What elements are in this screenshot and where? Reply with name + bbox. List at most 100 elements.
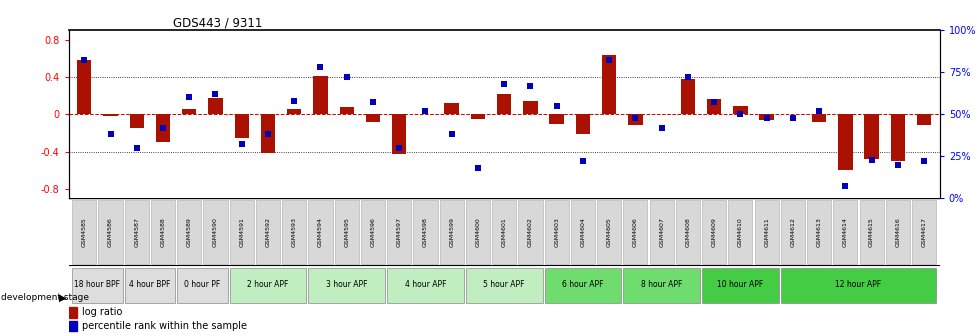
FancyBboxPatch shape <box>386 200 411 264</box>
Bar <box>522 101 537 114</box>
Point <box>103 132 118 137</box>
Bar <box>733 106 747 114</box>
FancyBboxPatch shape <box>203 200 227 264</box>
Text: GSM4605: GSM4605 <box>606 217 611 247</box>
Text: GDS443 / 9311: GDS443 / 9311 <box>173 16 262 29</box>
Point <box>784 115 800 120</box>
Bar <box>837 114 852 170</box>
Bar <box>890 114 904 161</box>
FancyBboxPatch shape <box>544 200 568 264</box>
Bar <box>601 55 616 114</box>
FancyBboxPatch shape <box>754 200 778 264</box>
Bar <box>235 114 248 137</box>
Bar <box>549 114 563 124</box>
FancyBboxPatch shape <box>230 200 253 264</box>
Bar <box>182 109 197 114</box>
Text: 0 hour PF: 0 hour PF <box>184 280 220 289</box>
Bar <box>628 114 642 125</box>
Text: log ratio: log ratio <box>81 307 122 317</box>
Text: GSM4607: GSM4607 <box>658 217 663 247</box>
FancyBboxPatch shape <box>701 200 726 264</box>
Text: GSM4587: GSM4587 <box>134 217 139 247</box>
FancyBboxPatch shape <box>282 200 306 264</box>
Bar <box>391 114 406 154</box>
Point <box>863 157 878 162</box>
FancyBboxPatch shape <box>361 200 384 264</box>
Text: 10 hour APF: 10 hour APF <box>717 280 763 289</box>
Text: GSM4617: GSM4617 <box>920 217 925 247</box>
Bar <box>864 114 878 159</box>
Point <box>600 58 616 63</box>
FancyBboxPatch shape <box>623 200 646 264</box>
FancyBboxPatch shape <box>177 200 201 264</box>
Bar <box>68 307 77 318</box>
Text: GSM4602: GSM4602 <box>527 217 532 247</box>
Text: 6 hour APF: 6 hour APF <box>561 280 603 289</box>
FancyBboxPatch shape <box>72 200 96 264</box>
Text: 4 hour APF: 4 hour APF <box>404 280 446 289</box>
FancyBboxPatch shape <box>780 200 804 264</box>
Text: GSM4593: GSM4593 <box>291 217 296 247</box>
Text: 12 hour APF: 12 hour APF <box>834 280 880 289</box>
FancyBboxPatch shape <box>911 200 935 264</box>
Text: GSM4599: GSM4599 <box>449 217 454 247</box>
Point <box>76 58 92 63</box>
Point <box>549 103 564 109</box>
Text: GSM4613: GSM4613 <box>816 217 821 247</box>
Text: 8 hour APF: 8 hour APF <box>641 280 682 289</box>
Point <box>338 75 354 80</box>
Point <box>391 145 407 151</box>
Point <box>732 112 747 117</box>
Point <box>181 95 197 100</box>
Point <box>260 132 276 137</box>
Text: GSM4604: GSM4604 <box>580 217 585 247</box>
FancyBboxPatch shape <box>72 268 122 303</box>
Point <box>443 132 459 137</box>
FancyBboxPatch shape <box>439 200 464 264</box>
Point <box>418 108 433 114</box>
Text: GSM4601: GSM4601 <box>501 217 507 247</box>
Text: development stage: development stage <box>1 293 89 302</box>
Bar <box>680 79 694 114</box>
FancyBboxPatch shape <box>308 268 384 303</box>
Text: GSM4597: GSM4597 <box>396 217 401 247</box>
Bar <box>575 114 590 134</box>
Bar <box>260 114 275 154</box>
Text: GSM4592: GSM4592 <box>265 217 270 247</box>
Text: GSM4595: GSM4595 <box>344 217 349 247</box>
FancyBboxPatch shape <box>780 268 935 303</box>
FancyBboxPatch shape <box>255 200 280 264</box>
Point <box>469 165 485 171</box>
Text: GSM4603: GSM4603 <box>554 217 558 247</box>
Bar <box>916 114 930 125</box>
Text: 2 hour APF: 2 hour APF <box>247 280 289 289</box>
FancyBboxPatch shape <box>466 200 490 264</box>
Bar <box>208 98 222 114</box>
FancyBboxPatch shape <box>151 200 175 264</box>
Text: GSM4615: GSM4615 <box>868 217 873 247</box>
Text: GSM4610: GSM4610 <box>737 217 742 247</box>
Text: GSM4588: GSM4588 <box>160 217 165 247</box>
Bar <box>497 94 511 114</box>
Bar <box>811 114 825 122</box>
Text: GSM4609: GSM4609 <box>711 217 716 247</box>
Text: GSM4598: GSM4598 <box>422 217 427 247</box>
Point <box>574 159 590 164</box>
Text: 4 hour BPF: 4 hour BPF <box>129 280 170 289</box>
Bar <box>68 321 77 331</box>
Bar <box>156 114 170 142</box>
FancyBboxPatch shape <box>806 200 830 264</box>
Bar <box>313 76 328 114</box>
Point <box>156 125 171 130</box>
Bar <box>470 114 485 119</box>
FancyBboxPatch shape <box>517 200 542 264</box>
Bar <box>706 99 721 114</box>
FancyBboxPatch shape <box>623 268 699 303</box>
Bar <box>444 103 459 114</box>
FancyBboxPatch shape <box>124 200 149 264</box>
Point <box>522 83 538 88</box>
Bar <box>339 107 354 114</box>
Point <box>627 115 643 120</box>
Text: GSM4596: GSM4596 <box>370 217 376 247</box>
Point <box>312 65 328 70</box>
